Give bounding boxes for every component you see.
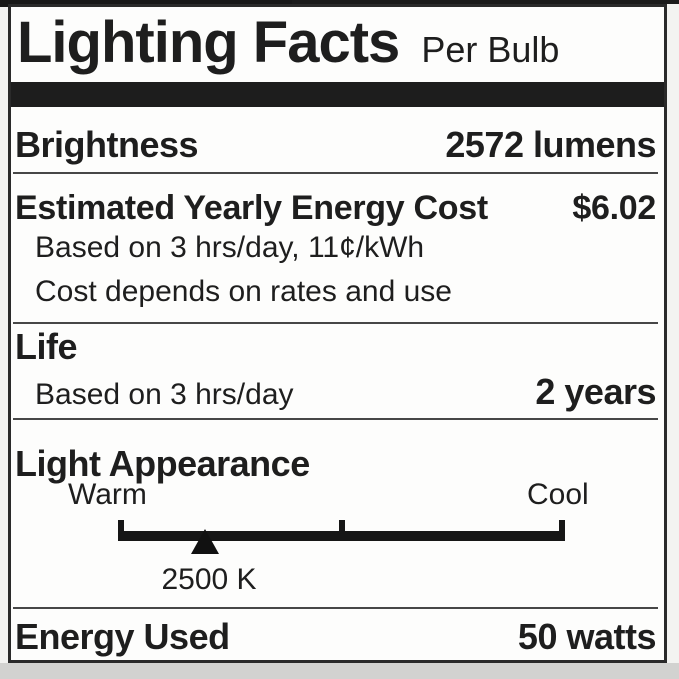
life-label: Life: [15, 326, 78, 367]
kelvin-marker-icon: [191, 529, 219, 554]
cost-disclaimer-note: Cost depends on rates and use: [35, 275, 452, 308]
per-bulb-label: Per Bulb: [421, 29, 560, 70]
brightness-value: 2572 lumens: [445, 124, 656, 165]
life-row: Based on 3 hrs/day 2 years: [35, 374, 656, 410]
energy-cost-row: Estimated Yearly Energy Cost $6.02: [15, 191, 656, 225]
header-bar: [11, 82, 664, 107]
section-divider: [13, 607, 658, 609]
photo-top-edge-left: [0, 0, 292, 7]
section-divider: [13, 172, 658, 174]
brightness-label: Brightness: [15, 124, 199, 165]
energy-cost-label: Estimated Yearly Energy Cost: [15, 189, 488, 227]
energy-cost-value: $6.02: [572, 189, 656, 227]
page-title: Lighting Facts: [17, 10, 400, 75]
photo-top-edge: [0, 0, 679, 4]
section-divider: [13, 418, 658, 420]
scale-right-cap: [559, 520, 565, 541]
light-appearance-label: Light Appearance: [15, 443, 310, 484]
title-row: Lighting Facts Per Bulb: [17, 14, 559, 72]
usage-rate-note: Based on 3 hrs/day, 11¢/kWh: [35, 231, 425, 264]
scale-left-cap: [118, 520, 124, 541]
energy-used-label: Energy Used: [15, 616, 230, 657]
scale-mid-tick: [338, 520, 345, 541]
color-temperature-scale: [118, 520, 565, 562]
brightness-row: Brightness 2572 lumens: [15, 127, 656, 163]
cool-label: Cool: [527, 478, 589, 511]
section-divider: [13, 322, 658, 324]
energy-used-value: 50 watts: [517, 616, 657, 657]
life-value: 2 years: [535, 371, 656, 412]
energy-used-row: Energy Used 50 watts: [15, 616, 657, 657]
warm-label: Warm: [68, 478, 147, 511]
photo-bottom-edge: [0, 663, 679, 679]
life-basis-note: Based on 3 hrs/day: [35, 378, 294, 411]
lighting-facts-card: Lighting Facts Per Bulb Brightness 2572 …: [8, 4, 667, 663]
kelvin-value: 2500 K: [161, 563, 257, 596]
